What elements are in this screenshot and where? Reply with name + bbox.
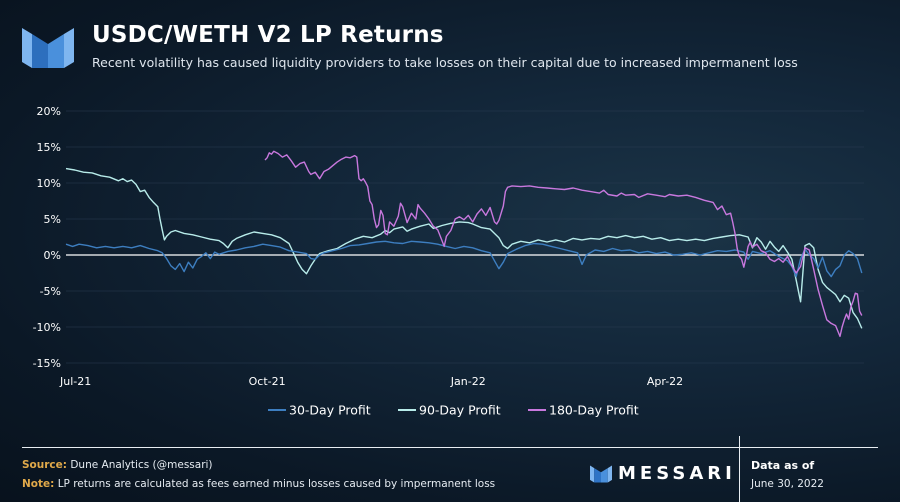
footer-divider bbox=[22, 447, 878, 448]
legend-label: 30-Day Profit bbox=[289, 403, 371, 418]
footer-vertical-divider bbox=[739, 436, 740, 502]
y-tick-label: -5% bbox=[40, 285, 61, 298]
series-line-180-day-profit bbox=[264, 150, 863, 338]
note-text: LP returns are calculated as fees earned… bbox=[57, 478, 496, 490]
series-line-90-day-profit bbox=[65, 167, 863, 329]
messari-logo-icon bbox=[22, 28, 74, 68]
messari-wordmark: MESSARI bbox=[618, 463, 736, 484]
legend-label: 90-Day Profit bbox=[419, 403, 501, 418]
y-tick-label: 15% bbox=[37, 141, 61, 154]
data-as-of-label: Data as of bbox=[751, 459, 815, 472]
y-tick-label: 10% bbox=[37, 177, 61, 190]
chart-grid bbox=[66, 110, 864, 364]
series-line-30-day-profit bbox=[65, 240, 863, 278]
source-line: Source: Dune Analytics (@messari) bbox=[22, 459, 213, 471]
x-tick-label: Oct-21 bbox=[249, 375, 286, 388]
chart-subtitle: Recent volatility has caused liquidity p… bbox=[92, 55, 798, 70]
x-tick-label: Jan-22 bbox=[450, 375, 486, 388]
x-axis-ticks: Jul-21 Oct-21 Jan-22 Apr-22 bbox=[59, 375, 683, 388]
x-tick-label: Jul-21 bbox=[59, 375, 91, 388]
y-tick-label: -10% bbox=[33, 321, 61, 334]
note-label: Note: bbox=[22, 478, 55, 490]
chart-legend: 30-Day Profit 90-Day Profit 180-Day Profit bbox=[268, 403, 639, 418]
y-tick-label: 0% bbox=[44, 249, 61, 262]
source-text: Dune Analytics (@messari) bbox=[70, 459, 213, 471]
messari-brand: MESSARI bbox=[590, 462, 732, 486]
chart-title: USDC/WETH V2 LP Returns bbox=[92, 22, 444, 48]
y-tick-label: 5% bbox=[44, 213, 61, 226]
line-chart: 20% 15% 10% 5% 0% -5% -10% -15% Jul-21 Oct-21 Jan… bbox=[33, 105, 864, 418]
legend-label: 180-Day Profit bbox=[549, 403, 639, 418]
y-tick-label: -15% bbox=[33, 357, 61, 370]
source-label: Source: bbox=[22, 459, 67, 471]
chart-series bbox=[65, 150, 863, 338]
y-tick-label: 20% bbox=[37, 105, 61, 118]
data-as-of-date: June 30, 2022 bbox=[751, 478, 824, 490]
note-line: Note: LP returns are calculated as fees … bbox=[22, 478, 495, 490]
y-axis-ticks: 20% 15% 10% 5% 0% -5% -10% -15% bbox=[33, 105, 61, 370]
x-tick-label: Apr-22 bbox=[647, 375, 683, 388]
messari-brand-icon bbox=[590, 465, 612, 483]
